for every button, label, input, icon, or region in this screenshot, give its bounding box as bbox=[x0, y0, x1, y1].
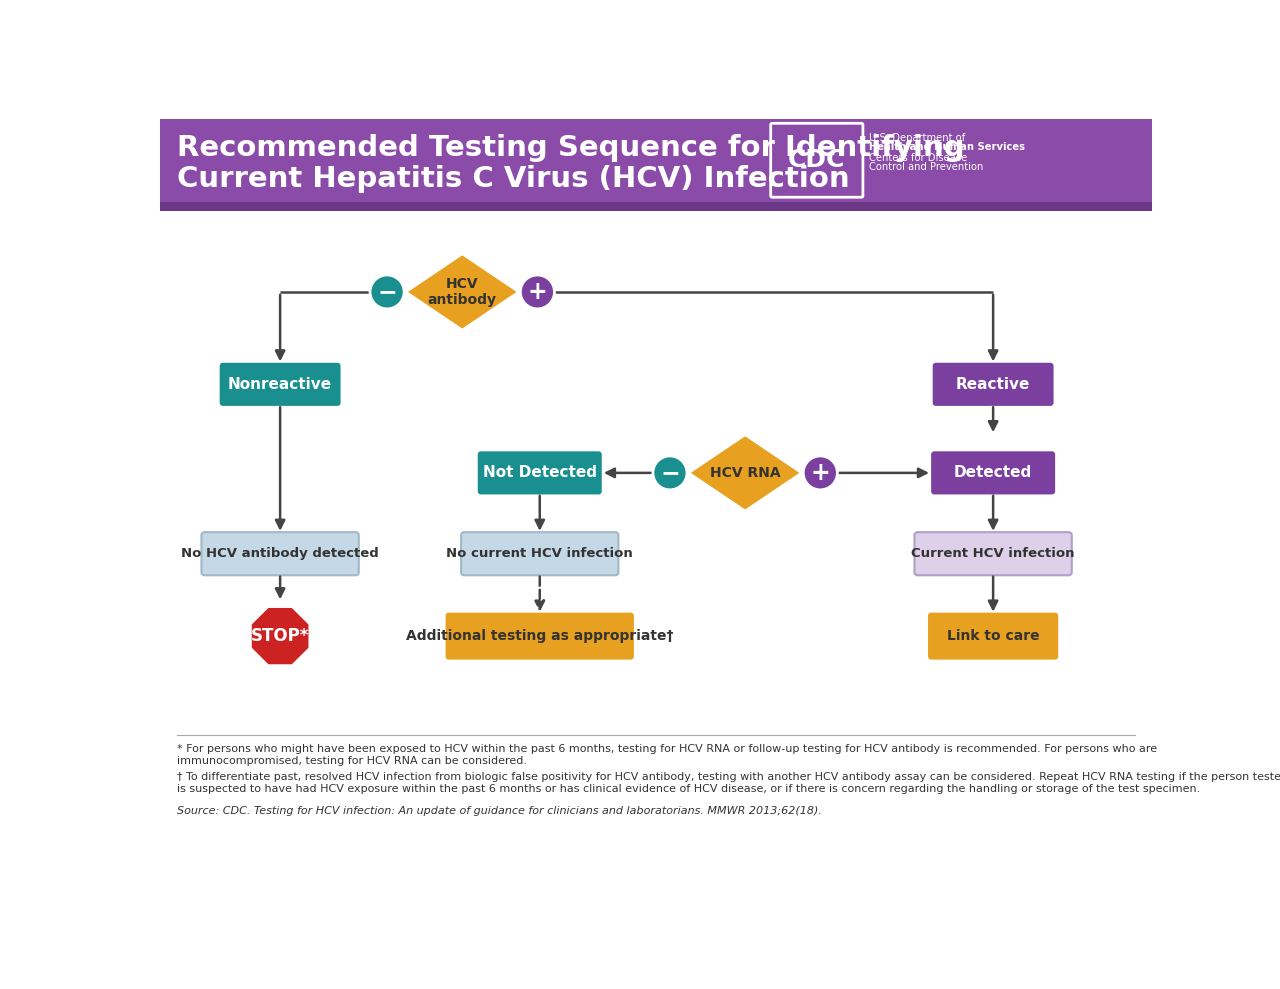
Circle shape bbox=[370, 275, 404, 309]
Text: CDC: CDC bbox=[788, 148, 846, 172]
Text: is suspected to have had HCV exposure within the past 6 months or has clinical e: is suspected to have had HCV exposure wi… bbox=[177, 784, 1201, 794]
Text: +: + bbox=[810, 461, 831, 485]
Text: Not Detected: Not Detected bbox=[483, 466, 596, 481]
Text: Current HCV infection: Current HCV infection bbox=[911, 547, 1075, 560]
Text: U.S. Department of: U.S. Department of bbox=[869, 133, 965, 142]
FancyBboxPatch shape bbox=[771, 124, 863, 197]
Text: Additional testing as appropriate†: Additional testing as appropriate† bbox=[406, 629, 673, 643]
Bar bbox=[160, 202, 1152, 211]
Text: Source: CDC. Testing for HCV infection: An update of guidance for clinicians and: Source: CDC. Testing for HCV infection: … bbox=[177, 805, 822, 816]
Text: No current HCV infection: No current HCV infection bbox=[447, 547, 634, 560]
FancyBboxPatch shape bbox=[928, 612, 1059, 660]
Text: Current Hepatitis C Virus (HCV) Infection: Current Hepatitis C Virus (HCV) Infectio… bbox=[177, 165, 850, 193]
Text: −: − bbox=[660, 461, 680, 485]
Text: STOP*: STOP* bbox=[251, 627, 310, 645]
Text: Control and Prevention: Control and Prevention bbox=[869, 162, 983, 172]
Text: −: − bbox=[378, 280, 397, 304]
Text: immunocompromised, testing for HCV RNA can be considered.: immunocompromised, testing for HCV RNA c… bbox=[177, 757, 527, 766]
Text: +: + bbox=[527, 280, 548, 304]
FancyBboxPatch shape bbox=[914, 532, 1071, 576]
Circle shape bbox=[521, 275, 554, 309]
Circle shape bbox=[804, 456, 837, 490]
Polygon shape bbox=[250, 606, 310, 666]
Text: * For persons who might have been exposed to HCV within the past 6 months, testi: * For persons who might have been expose… bbox=[177, 744, 1157, 754]
Text: Centers for Disease: Centers for Disease bbox=[869, 152, 968, 162]
Text: Health and Human Services: Health and Human Services bbox=[869, 141, 1025, 151]
Polygon shape bbox=[408, 255, 517, 328]
FancyBboxPatch shape bbox=[931, 451, 1055, 494]
Polygon shape bbox=[691, 436, 800, 509]
Text: † To differentiate past, resolved HCV infection from biologic false positivity f: † To differentiate past, resolved HCV in… bbox=[177, 771, 1280, 781]
Text: HCV RNA: HCV RNA bbox=[710, 466, 781, 480]
FancyBboxPatch shape bbox=[201, 532, 358, 576]
Text: Detected: Detected bbox=[954, 466, 1032, 481]
Text: Link to care: Link to care bbox=[947, 629, 1039, 643]
Circle shape bbox=[653, 456, 687, 490]
FancyBboxPatch shape bbox=[477, 451, 602, 494]
Text: Nonreactive: Nonreactive bbox=[228, 377, 333, 392]
FancyBboxPatch shape bbox=[461, 532, 618, 576]
Text: HCV
antibody: HCV antibody bbox=[428, 277, 497, 307]
Bar bbox=[160, 119, 1152, 202]
FancyBboxPatch shape bbox=[220, 363, 340, 405]
Text: No HCV antibody detected: No HCV antibody detected bbox=[182, 547, 379, 560]
FancyBboxPatch shape bbox=[933, 363, 1053, 405]
FancyBboxPatch shape bbox=[445, 612, 634, 660]
Text: Reactive: Reactive bbox=[956, 377, 1030, 392]
Text: Recommended Testing Sequence for Identifying: Recommended Testing Sequence for Identif… bbox=[177, 135, 965, 162]
